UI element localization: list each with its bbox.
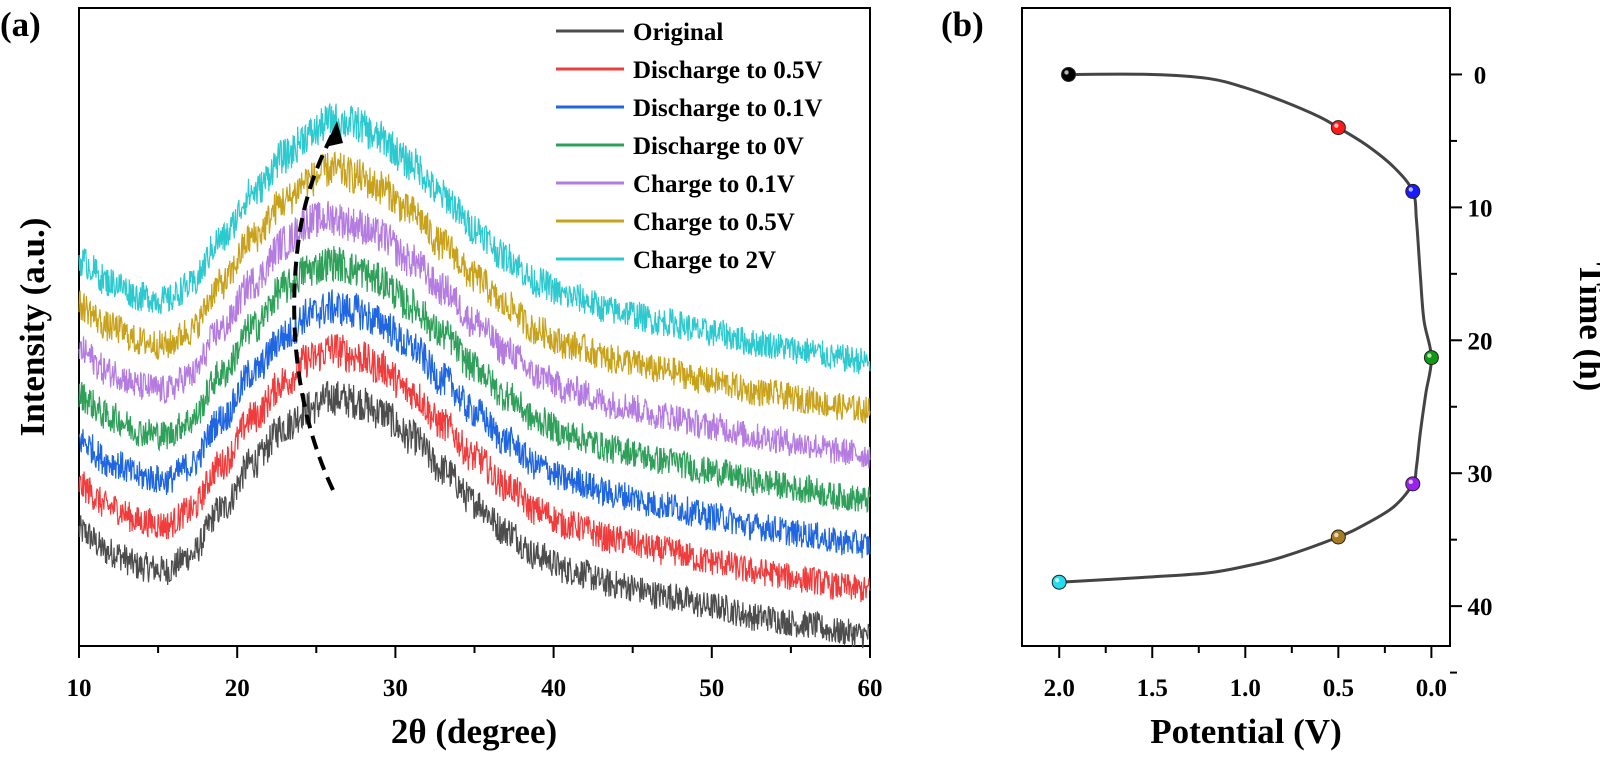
legend-label-6: Charge to 2V [633, 247, 776, 274]
peak-shift-arrow-line [292, 132, 335, 491]
state-marker-highlight-0 [1064, 70, 1069, 75]
panel-a-legend: Original Discharge to 0.5V Discharge to 0.… [556, 19, 823, 274]
a-x-tick-label-3: 40 [541, 675, 566, 702]
state-marker-highlight-2 [1408, 187, 1413, 192]
a-x-tick-label-0: 10 [67, 675, 92, 702]
state-marker-highlight-3 [1427, 353, 1432, 358]
state-marker-6 [1051, 574, 1067, 590]
state-marker-4 [1405, 476, 1421, 492]
series-line-5 [78, 151, 871, 424]
state-marker-1 [1330, 120, 1346, 136]
state-marker-highlight-4 [1408, 479, 1413, 485]
legend-label-1: Discharge to 0.5V [633, 57, 823, 84]
series-line-6 [78, 103, 871, 375]
panel-a-x-title: 2θ (degree) [391, 712, 557, 751]
state-marker-3 [1423, 350, 1439, 366]
legend-label-3: Discharge to 0V [633, 133, 804, 160]
b-y-tick-label-4: 40 [1468, 594, 1493, 621]
panel-b-x-title: Potential (V) [1150, 712, 1341, 751]
a-x-tick-label-5: 60 [858, 675, 883, 702]
panel-b-label: (b) [941, 5, 984, 44]
series-line-4 [78, 200, 871, 469]
panel-b-markers [1051, 66, 1439, 590]
b-y-tick-label-3: 30 [1468, 461, 1493, 488]
b-y-tick-label-2: 20 [1468, 328, 1493, 355]
panel-a-label: (a) [0, 5, 41, 44]
panel-b-frame [1021, 7, 1451, 647]
legend-label-5: Charge to 0.5V [633, 209, 795, 236]
b-x-tick-label-1: 1.5 [1137, 675, 1168, 702]
panel-a: (a) 10 20 30 40 50 60 Original Discharge to 0.… [0, 5, 883, 751]
time-potential-curve [1059, 72, 1433, 584]
b-x-tick-label-4: 0.0 [1416, 675, 1447, 702]
b-x-tick-label-3: 0.5 [1323, 675, 1354, 702]
panel-b-x-ticks: 2.0 1.5 1.0 0.5 0.0 [1044, 646, 1447, 702]
peak-shift-arrow-head [325, 121, 343, 147]
state-marker-0 [1061, 66, 1077, 82]
panel-b: (b) 2.0 1.5 1.0 0.5 0.0 0 10 20 30 40 Potential … [941, 5, 1600, 751]
series-line-2 [78, 289, 871, 559]
legend-label-4: Charge to 0.1V [633, 171, 795, 198]
panel-a-series-group [78, 103, 871, 649]
panel-a-x-ticks: 10 20 30 40 50 60 [67, 646, 883, 702]
panel-a-y-title: Intensity (a.u.) [13, 218, 52, 437]
state-marker-highlight-5 [1334, 532, 1339, 538]
b-y-tick-label-0: 0 [1474, 62, 1487, 89]
b-x-tick-label-2: 1.0 [1230, 675, 1261, 702]
legend-label-2: Discharge to 0.1V [633, 95, 823, 122]
peak-shift-arrow [292, 121, 343, 491]
a-x-tick-label-1: 20 [225, 675, 250, 702]
panel-b-y-ticks: 0 10 20 30 40 [1450, 62, 1493, 674]
a-x-tick-label-4: 50 [699, 675, 724, 702]
series-line-3 [78, 246, 871, 514]
b-y-tick-label-1: 10 [1468, 195, 1493, 222]
series-line-0 [78, 380, 871, 649]
state-marker-highlight-1 [1334, 123, 1339, 128]
legend-label-0: Original [633, 19, 723, 46]
a-x-tick-label-2: 30 [383, 675, 408, 702]
state-marker-highlight-6 [1055, 578, 1060, 583]
state-marker-2 [1405, 183, 1421, 199]
panel-b-y-title: Time (h) [1572, 263, 1600, 392]
series-line-1 [78, 334, 871, 603]
state-marker-5 [1330, 529, 1346, 545]
b-x-tick-label-0: 2.0 [1044, 675, 1075, 702]
